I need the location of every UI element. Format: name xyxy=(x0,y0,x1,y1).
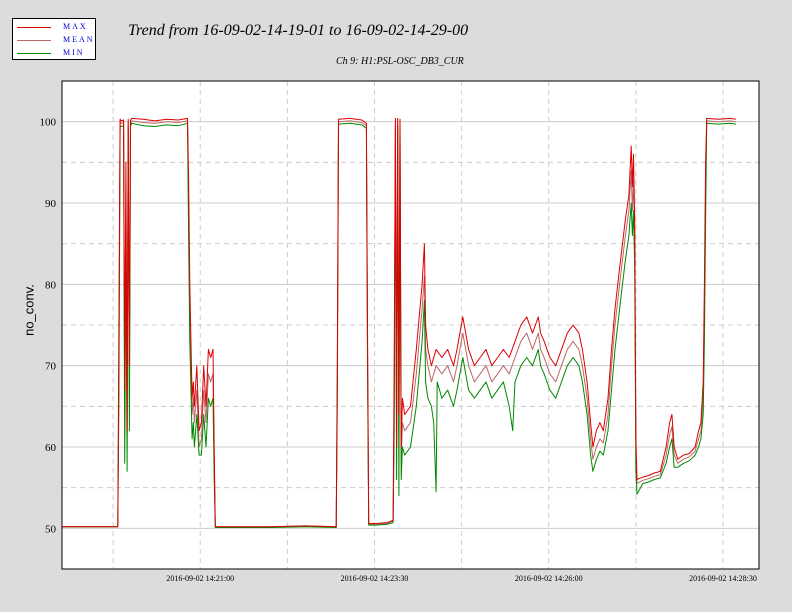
legend-label-max: MAX xyxy=(63,22,88,31)
legend: MAX MEAN MIN xyxy=(12,18,96,60)
plot-frame xyxy=(61,80,760,570)
y-tick-label-70: 70 xyxy=(45,361,57,373)
x-tick-label-3: 2016-09-02 14:28:30 xyxy=(689,574,757,583)
chart-title: Trend from 16-09-02-14-19-01 to 16-09-02… xyxy=(128,22,469,39)
legend-swatch-mean xyxy=(17,40,51,41)
series-line-min xyxy=(62,122,736,528)
y-tick-label-60: 60 xyxy=(45,442,57,454)
legend-label-mean: MEAN xyxy=(63,35,95,44)
chart-subtitle: Ch 9: H1:PSL-OSC_DB3_CUR xyxy=(336,56,464,67)
legend-item-min: MIN xyxy=(17,47,95,59)
x-tick-label-0: 2016-09-02 14:21:00 xyxy=(166,574,234,583)
x-tick-label-2: 2016-09-02 14:26:00 xyxy=(515,574,583,583)
y-tick-label-90: 90 xyxy=(45,198,57,210)
series-line-max xyxy=(62,117,736,528)
plot-area xyxy=(62,81,759,569)
y-tick-label-50: 50 xyxy=(45,523,57,535)
legend-swatch-max xyxy=(17,27,51,28)
y-tick-label-80: 80 xyxy=(45,279,57,291)
legend-swatch-min xyxy=(17,53,51,54)
legend-item-max: MAX xyxy=(17,21,95,33)
y-tick-label-100: 100 xyxy=(40,117,57,129)
legend-label-min: MIN xyxy=(63,48,85,57)
x-tick-label-1: 2016-09-02 14:23:30 xyxy=(341,574,409,583)
legend-item-mean: MEAN xyxy=(17,34,95,46)
